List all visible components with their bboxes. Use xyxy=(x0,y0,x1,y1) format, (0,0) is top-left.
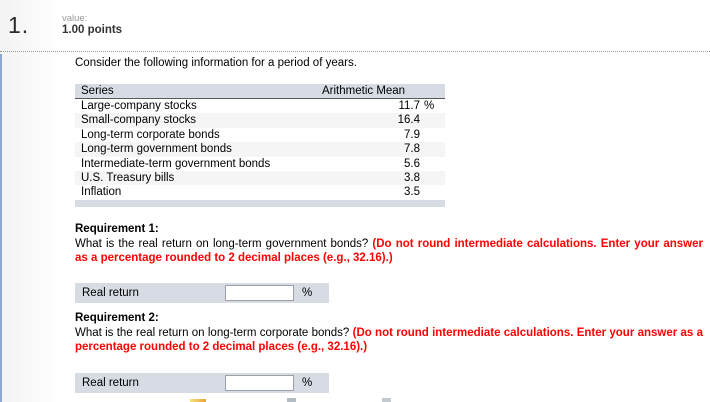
requirement-2-question: What is the real return on long-term cor… xyxy=(75,326,703,354)
mean-value: 3.8 xyxy=(404,171,420,184)
series-column-header: Series xyxy=(81,85,114,97)
percent-suffix xyxy=(420,157,445,171)
percent-suffix xyxy=(420,113,445,127)
question-number: 1. xyxy=(8,12,30,38)
series-label: Long-term government bonds xyxy=(81,143,232,156)
percent-suffix xyxy=(420,171,445,185)
answer-label: Real return xyxy=(82,377,139,389)
question-text: What is the real return on long-term cor… xyxy=(75,327,353,339)
real-return-input-2[interactable] xyxy=(225,375,294,391)
series-label: Inflation xyxy=(81,186,122,199)
percent-suffix: % xyxy=(424,100,435,112)
mean-value: 7.8 xyxy=(404,143,420,156)
percent-suffix xyxy=(420,128,445,142)
instruction-text: (Do not round intermediate calculations.… xyxy=(75,327,703,353)
requirement-1-title: Requirement 1: xyxy=(75,223,159,235)
table-row: Small-company stocks 16.4 xyxy=(75,113,445,128)
percent-unit: % xyxy=(302,287,313,299)
series-label: U.S. Treasury bills xyxy=(81,171,175,184)
instruction-text: (Do not round intermediate calculations.… xyxy=(75,238,703,264)
left-margin-gradient xyxy=(0,0,62,402)
percent-unit: % xyxy=(302,377,313,389)
real-return-answer-row-1: Real return % xyxy=(75,283,329,303)
real-return-answer-row-2: Real return % xyxy=(75,373,329,393)
table-row: Large-company stocks 11.7 % xyxy=(75,99,445,114)
table-row: Long-term corporate bonds 7.9 xyxy=(75,127,445,143)
series-label: Intermediate-term government bonds xyxy=(81,157,271,170)
mean-value: 5.6 xyxy=(404,157,420,170)
arithmetic-mean-column-header: Arithmetic Mean xyxy=(322,85,406,97)
mean-value: 16.4 xyxy=(397,114,420,127)
cutoff-icon-fragment xyxy=(382,398,391,402)
series-label: Long-term corporate bonds xyxy=(81,128,220,141)
mean-value: 11.7 xyxy=(398,100,420,112)
value-label: value: xyxy=(62,13,88,24)
percent-suffix xyxy=(420,185,445,199)
requirement-2-title: Requirement 2: xyxy=(75,312,159,324)
series-table: Series Arithmetic Mean Large-company sto… xyxy=(75,84,445,207)
mean-value: 7.9 xyxy=(404,128,420,141)
intro-text: Consider the following information for a… xyxy=(75,57,357,69)
table-row: U.S. Treasury bills 3.8 xyxy=(75,170,445,186)
points-label: 1.00 points xyxy=(62,24,123,36)
table-row: Inflation 3.5 xyxy=(75,185,445,200)
requirement-1-question: What is the real return on long-term gov… xyxy=(75,237,703,265)
series-label: Small-company stocks xyxy=(81,114,197,127)
series-label: Large-company stocks xyxy=(81,100,197,112)
table-row: Long-term government bonds 7.8 xyxy=(75,142,445,157)
left-accent-border xyxy=(0,54,2,402)
answer-label: Real return xyxy=(82,287,139,299)
question-text: What is the real return on long-term gov… xyxy=(75,238,373,250)
percent-suffix xyxy=(420,142,445,156)
table-row: Intermediate-term government bonds 5.6 xyxy=(75,156,445,171)
dotted-divider xyxy=(0,51,710,52)
table-header-row: Series Arithmetic Mean xyxy=(75,84,445,99)
mean-value: 3.5 xyxy=(404,186,420,199)
real-return-input-1[interactable] xyxy=(225,285,294,301)
table-footer-strip xyxy=(75,199,445,207)
cutoff-icon-fragment xyxy=(287,398,296,402)
cutoff-button-fragment xyxy=(190,399,206,402)
